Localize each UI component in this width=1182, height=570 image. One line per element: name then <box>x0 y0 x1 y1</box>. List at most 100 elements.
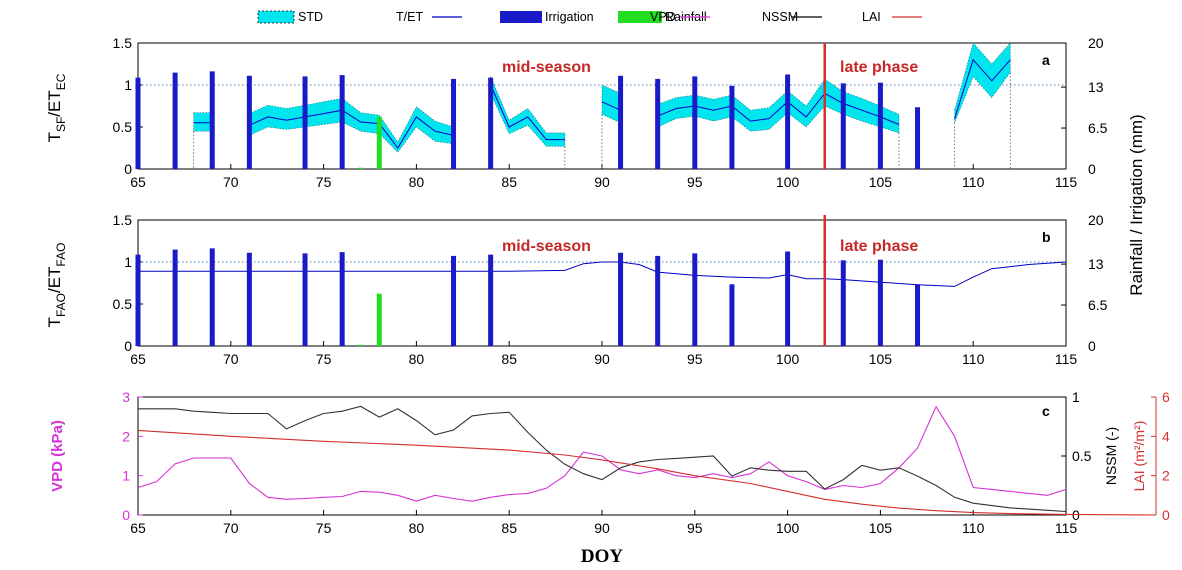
panel-c-xtick-label: 85 <box>501 520 517 536</box>
panel-b-xtick-label: 100 <box>776 351 800 367</box>
panel-a: mid-season late phase a 65 70 75 80 85 90 95 10… <box>113 35 1108 190</box>
panel-a-irrigation-bar <box>172 72 178 169</box>
legend-nssm-label: NSSM <box>762 10 798 24</box>
legend-std-swatch <box>257 10 295 24</box>
legend-rainfall-swatch <box>618 11 662 23</box>
panel-a-irrigation-bar <box>915 107 921 169</box>
panel-a-irrigation-bar <box>209 71 215 169</box>
panel-a-xtick-label: 80 <box>409 174 425 190</box>
panel-b-ytick-right-label: 20 <box>1088 212 1104 228</box>
panel-a-irrigation-bar <box>339 75 345 169</box>
panel-c-xtick-label: 90 <box>594 520 610 536</box>
panel-a-xtick-label: 110 <box>962 174 985 190</box>
panel-a-irrigation-bar <box>451 78 457 169</box>
panel-a-xtick-label: 70 <box>223 174 239 190</box>
panel-b: mid-season late phase b 65 70 75 80 85 90 95 10… <box>113 212 1108 367</box>
panel-b-xtick-label: 75 <box>316 351 332 367</box>
panel-c-ytick-lai-label: 6 <box>1162 389 1170 405</box>
panel-b-rainfall-bar <box>358 344 364 346</box>
panel-b-xtick-label: 110 <box>962 351 985 367</box>
panel-a-ytick-right-label: 20 <box>1088 35 1104 51</box>
right-ylabel-rainfall-irrigation: Rainfall / Irrigation (mm) <box>1127 114 1146 295</box>
panel-a-irrigation-bar <box>840 83 846 169</box>
panel-b-ytick-left-label: 0 <box>124 338 132 354</box>
panel-b-frame <box>137 219 1067 347</box>
panel-a-irrigation-bar <box>618 75 624 169</box>
panel-b-xtick-label: 105 <box>869 351 893 367</box>
panel-c-ytick-nssm-label: 0.5 <box>1072 448 1092 464</box>
panel-b-irrigation-bar <box>785 251 791 346</box>
panel-a-irrigation-bar <box>488 77 494 169</box>
panel-a-std-band <box>601 84 621 124</box>
legend-lai-label: LAI <box>862 10 881 24</box>
legend-std-label: STD <box>298 10 323 24</box>
panel-a-ytick-right-label: 13 <box>1088 79 1104 95</box>
panel-c-nssm-line <box>138 405 1067 513</box>
panel-a-ytick-left-label: 0 <box>124 161 132 177</box>
panel-b-late-phase-label: late phase <box>840 238 918 255</box>
panel-a-late-phase-label: late phase <box>840 59 918 76</box>
panel-a-t-et-line <box>657 92 900 125</box>
panel-b-xtick-label: 115 <box>1055 351 1078 367</box>
panel-b-letter: b <box>1042 229 1051 245</box>
panel-a-letter: a <box>1042 52 1050 68</box>
panel-a-std-band <box>954 42 1011 123</box>
panel-c-xtick-label: 65 <box>130 520 146 536</box>
panel-a-xtick-label: 105 <box>869 174 893 190</box>
panel-b-xtick-label: 90 <box>594 351 610 367</box>
panel-a-mid-season-label: mid-season <box>502 59 591 76</box>
panel-b-xtick-label: 85 <box>501 351 517 367</box>
panel-a-xtick-label: 115 <box>1055 174 1078 190</box>
panel-b-xtick-label: 95 <box>687 351 703 367</box>
legend-irrigation-swatch <box>500 11 542 23</box>
panel-b-xtick-label: 65 <box>130 351 146 367</box>
panel-b-irrigation-bar <box>692 253 698 346</box>
panel-a-ytick-right-label: 0 <box>1088 161 1096 177</box>
panel-b-irrigation-bar <box>209 248 215 346</box>
panel-b-irrigation-bar <box>915 284 921 346</box>
panel-c-ytick-vpd-label: 1 <box>122 468 130 484</box>
panel-b-ytick-left-label: 0.5 <box>113 296 133 312</box>
panel-a-ytick-left-label: 0.5 <box>113 119 133 135</box>
panel-b-irrigation-bar <box>618 252 624 346</box>
panel-c-xtick-label: 115 <box>1055 520 1078 536</box>
panel-a-ylabel: TSF/ETEC <box>45 73 68 142</box>
panel-b-xtick-label: 70 <box>223 351 239 367</box>
panel-a-std-band <box>657 78 900 134</box>
panel-b-irrigation-bar <box>246 252 252 346</box>
panel-a-ytick-right-label: 6.5 <box>1088 120 1108 136</box>
panel-c-ytick-vpd-label: 2 <box>122 428 130 444</box>
panel-c-ytick-nssm-label: 1 <box>1072 389 1080 405</box>
legend-irrigation-label: Irrigation <box>545 10 594 24</box>
panel-c-ylabel-vpd: VPD (kPa) <box>49 420 66 492</box>
panel-a-t-et-line <box>601 101 621 111</box>
panel-c-ytick-lai-label: 0 <box>1162 507 1170 523</box>
panel-b-irrigation-bar <box>339 252 345 346</box>
panel-a-rainfall-bar <box>358 167 364 169</box>
panel-b-irrigation-bar <box>302 253 308 346</box>
panel-a-irrigation-bar <box>692 76 698 169</box>
panel-a-t-et-line <box>954 58 1011 119</box>
panel-a-rainfall-bar <box>376 116 382 169</box>
panel-b-ytick-right-label: 0 <box>1088 338 1096 354</box>
panel-b-ytick-right-label: 6.5 <box>1088 297 1108 313</box>
panel-c-xtick-label: 100 <box>776 520 800 536</box>
panel-c-lai-line <box>137 429 1067 515</box>
panel-b-ytick-left-label: 1 <box>124 254 132 270</box>
legend-vpd-label: VPD <box>650 10 676 24</box>
panel-a-t-et-line <box>490 84 565 141</box>
panel-a-ytick-left-label: 1.5 <box>113 35 133 51</box>
panel-a-xtick-label: 100 <box>776 174 800 190</box>
panel-c-letter: c <box>1042 403 1050 419</box>
panel-a-irrigation-bar <box>877 82 883 169</box>
panel-a-xtick-label: 95 <box>687 174 703 190</box>
panel-b-irrigation-bar <box>840 260 846 346</box>
panel-c-xtick-label: 95 <box>687 520 703 536</box>
panel-c-ytick-vpd-label: 3 <box>122 389 130 405</box>
panel-a-irrigation-bar <box>729 85 735 169</box>
panel-b-irrigation-bar <box>451 255 457 346</box>
panel-a-irrigation-bar <box>302 76 308 169</box>
panel-c-lai-line-tail <box>1065 513 1157 516</box>
panel-c-vpd-line <box>137 405 1067 502</box>
panel-c-xtick-label: 80 <box>409 520 425 536</box>
